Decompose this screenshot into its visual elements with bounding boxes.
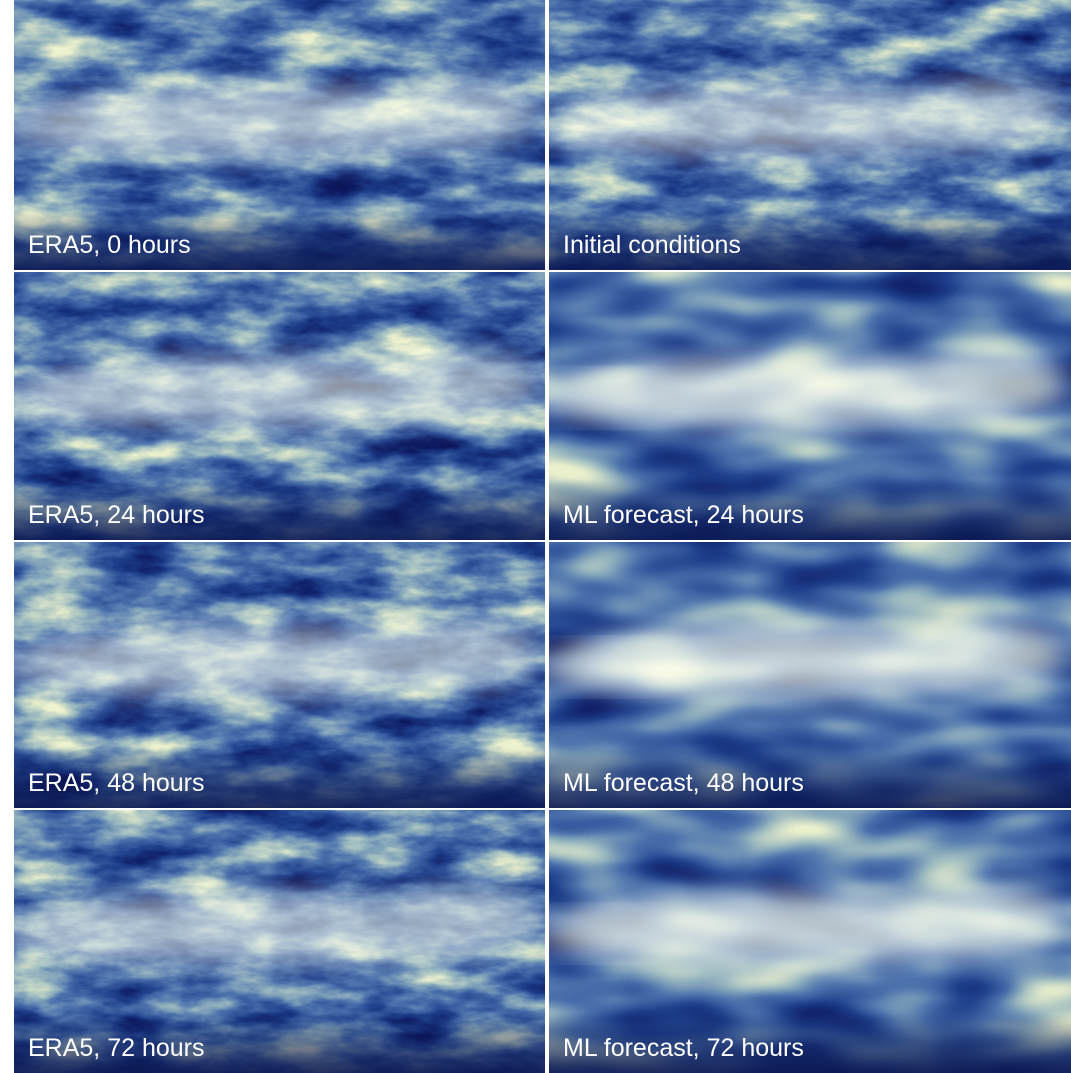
panel-label: ML forecast, 72 hours xyxy=(563,1034,804,1062)
panel-label: ERA5, 72 hours xyxy=(28,1034,205,1062)
panel-label: ML forecast, 48 hours xyxy=(563,769,804,797)
map-panel: Initial conditions xyxy=(533,0,1071,270)
panel-label: ML forecast, 24 hours xyxy=(563,501,804,529)
map-panel: ERA5, 48 hours xyxy=(0,542,545,808)
map-panel: ERA5, 24 hours xyxy=(0,272,545,540)
map-panel: ML forecast, 48 hours xyxy=(533,542,1071,808)
figure: ERA5, 0 hours Initial conditions ERA5, 24 … xyxy=(0,0,1071,1073)
panel-label: ERA5, 0 hours xyxy=(28,231,191,259)
map-panel: ML forecast, 72 hours xyxy=(533,810,1071,1073)
map-panel: ML forecast, 24 hours xyxy=(533,272,1071,540)
panel-label: ERA5, 24 hours xyxy=(28,501,205,529)
panel-label: ERA5, 48 hours xyxy=(28,769,205,797)
map-panel: ERA5, 72 hours xyxy=(0,810,545,1073)
panel-label: Initial conditions xyxy=(563,231,741,259)
map-panel: ERA5, 0 hours xyxy=(0,0,545,270)
